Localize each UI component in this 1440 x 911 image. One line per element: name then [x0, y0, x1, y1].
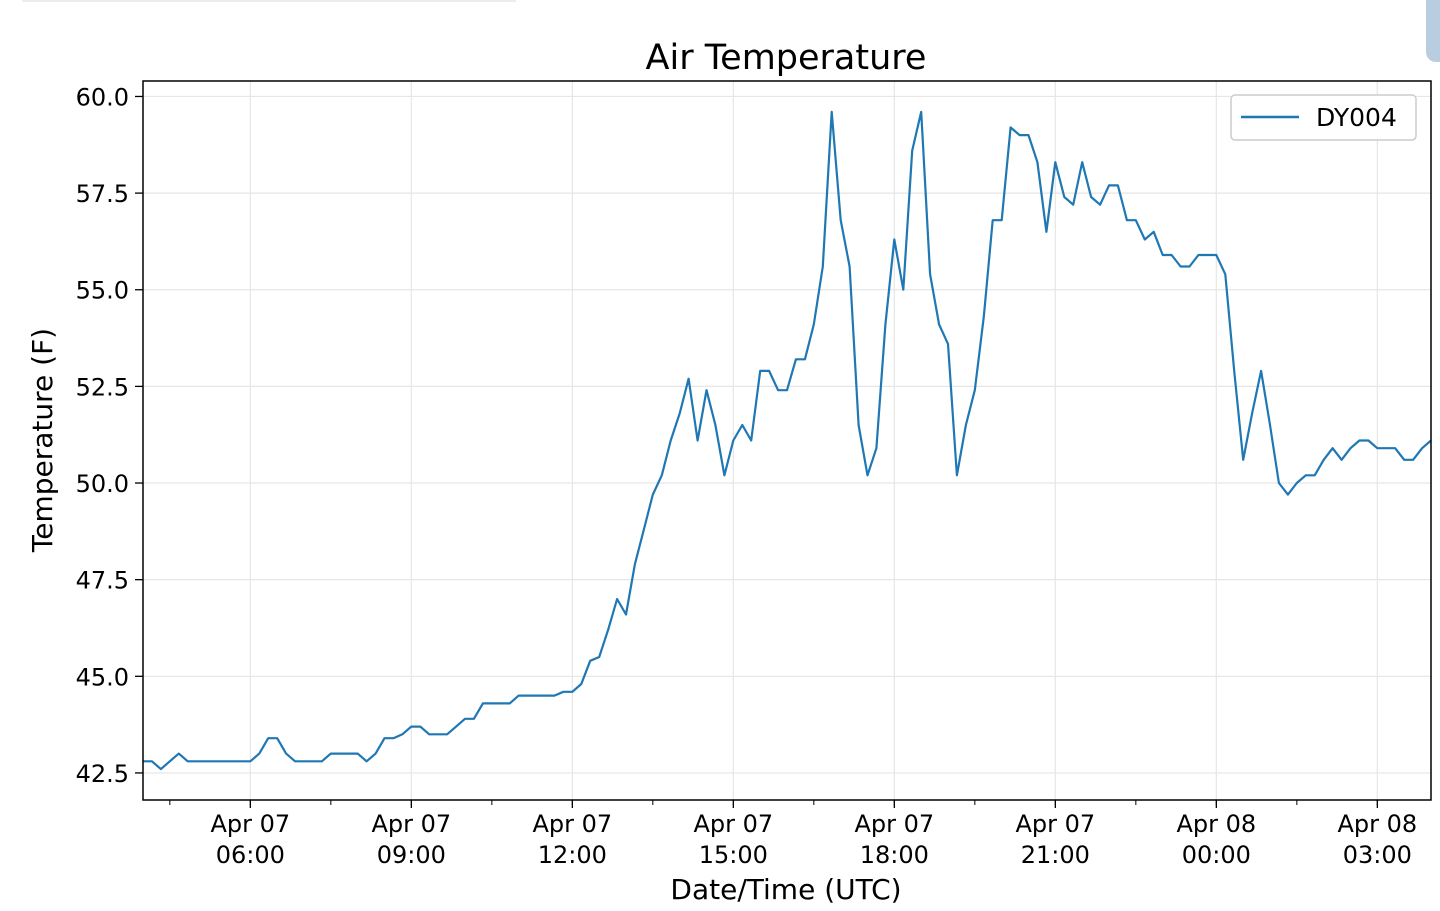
grid-lines [143, 81, 1431, 800]
x-tick-label-date: Apr 08 [1176, 810, 1256, 838]
x-tick-label-date: Apr 07 [1015, 810, 1095, 838]
legend-label-dy004: DY004 [1316, 103, 1397, 132]
x-tick-label-date: Apr 07 [532, 810, 612, 838]
top-edge-line [22, 0, 516, 2]
x-tick-label-date: Apr 07 [371, 810, 451, 838]
y-tick-label: 45.0 [76, 663, 129, 691]
y-tick-label: 60.0 [76, 83, 129, 111]
x-axis-label: Date/Time (UTC) [670, 873, 901, 906]
y-tick-label: 55.0 [76, 277, 129, 305]
series-line-dy004 [143, 110, 1432, 771]
y-tick-label: 57.5 [76, 180, 129, 208]
plot-frame [142, 80, 1432, 801]
y-tick-label: 52.5 [76, 373, 129, 401]
plot-series [143, 110, 1432, 771]
x-tick-label-time: 18:00 [860, 841, 929, 869]
corner-tab[interactable] [1426, 0, 1440, 62]
chart-title: Air Temperature [646, 38, 927, 78]
x-tick-label-time: 09:00 [377, 841, 446, 869]
x-tick-label-time: 21:00 [1021, 841, 1090, 869]
legend-box [1230, 94, 1417, 141]
legend: DY004 [1230, 94, 1417, 141]
y-axis-label: Temperature (F) [26, 328, 59, 553]
x-tick-label-date: Apr 07 [693, 810, 773, 838]
x-tick-label-time: 15:00 [699, 841, 768, 869]
x-tick-label-time: 00:00 [1182, 841, 1251, 869]
y-tick-label: 50.0 [76, 470, 129, 498]
y-tick-label: 42.5 [76, 760, 129, 788]
y-tick-label: 47.5 [76, 567, 129, 595]
x-tick-label-date: Apr 07 [210, 810, 290, 838]
x-tick-label-date: Apr 07 [854, 810, 934, 838]
x-tick-label-date: Apr 08 [1337, 810, 1417, 838]
x-tick-label-time: 06:00 [216, 841, 285, 869]
x-tick-label-time: 03:00 [1343, 841, 1412, 869]
x-tick-label-time: 12:00 [538, 841, 607, 869]
x-axis-ticks: Apr 07 06:00 Apr 07 09:00 Apr 07 12:00 Apr 07 1… [169, 800, 1417, 869]
y-axis-ticks: 42.5 45.0 47.5 50.0 52.5 55.0 57.5 60.0 [76, 83, 143, 788]
